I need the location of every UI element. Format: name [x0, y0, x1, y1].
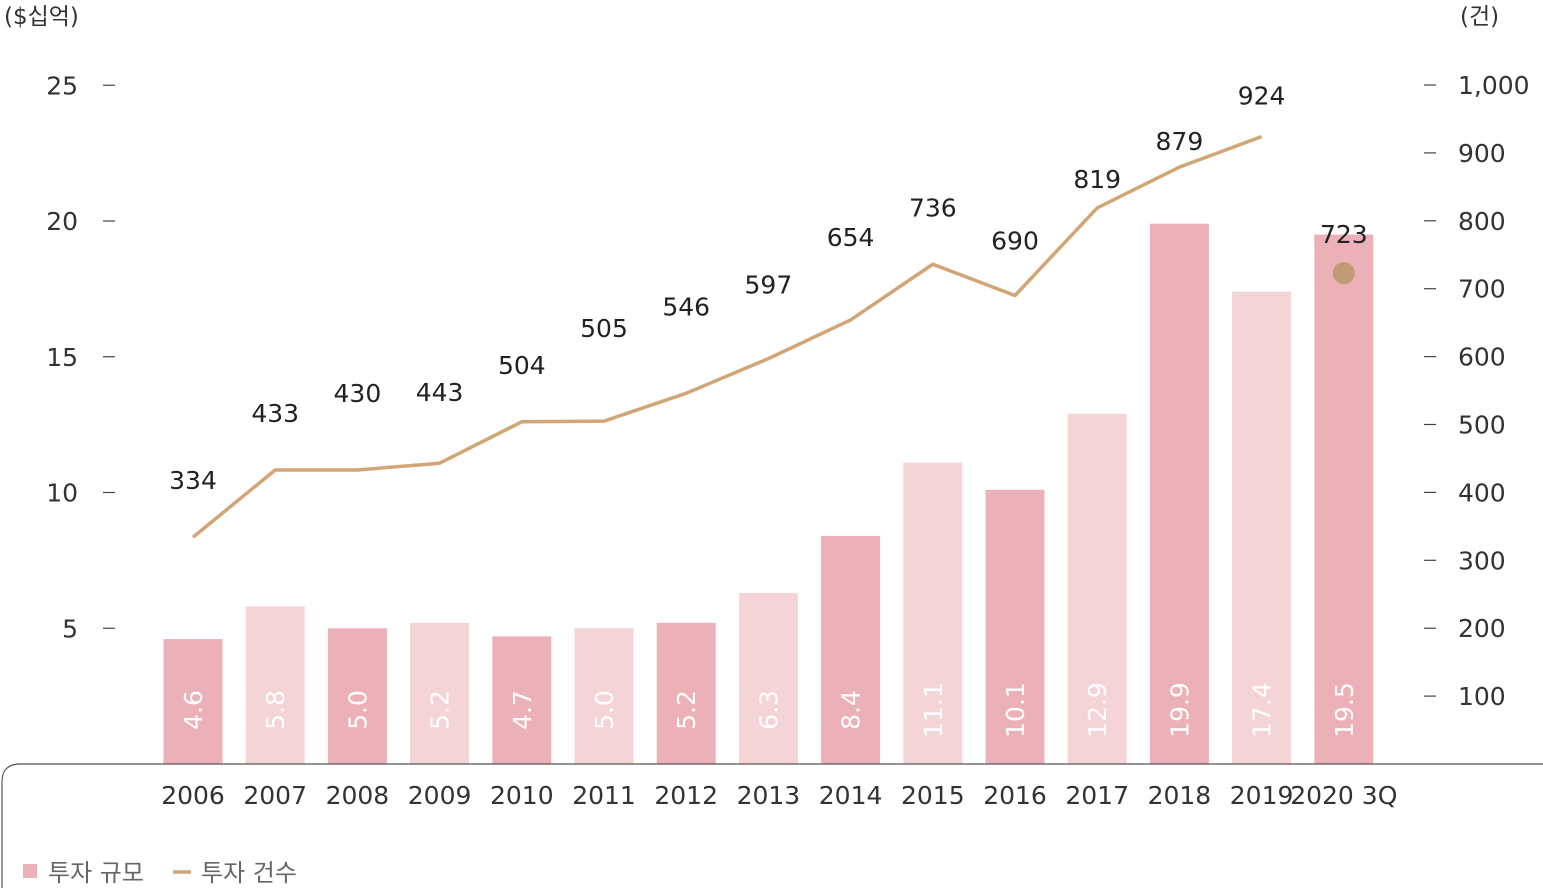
x-tick-label: 2018	[1148, 781, 1212, 810]
legend: 투자 규모 투자 건수	[23, 859, 297, 887]
bar-value-label: 5.0	[343, 690, 372, 730]
bar	[574, 628, 634, 764]
y-right-tick-label: 300	[1458, 546, 1506, 575]
bar-value-label: 5.8	[261, 690, 290, 730]
bar	[821, 535, 881, 764]
y-left-tick-label: 10	[46, 479, 78, 508]
line-value-label: 597	[745, 271, 793, 300]
bar-value-label: 12.9	[1083, 682, 1112, 738]
line-value-label: 430	[334, 379, 382, 408]
line-value-label: 433	[251, 399, 299, 428]
bar-value-label: 19.9	[1165, 682, 1194, 738]
y-right-tick-label: 1,000	[1458, 71, 1530, 100]
bar	[492, 636, 552, 764]
x-tick-label: 2011	[572, 781, 636, 810]
series-line	[191, 134, 1263, 539]
bar-value-label: 4.7	[508, 690, 537, 730]
legend-label-bar: 투자 규모	[48, 859, 144, 887]
legend-bar-swatch	[23, 864, 37, 878]
bar	[1067, 413, 1127, 764]
x-axis: 2006 2007 2008 2009 2010 2011 2012 2013 2014 2015…	[161, 781, 1397, 810]
y-left-tick-label: 15	[46, 343, 78, 372]
bars: 4.6 5.8 5.0 5.2 4.7 5.0 5.2 6.3 8.4 11.1 10.1 12.9 1…	[163, 223, 1374, 765]
bar	[1314, 234, 1374, 764]
bar-value-label: 6.3	[754, 690, 783, 730]
bar	[985, 489, 1045, 764]
x-tick-label: 2012	[654, 781, 718, 810]
y-right-tick-label: 700	[1458, 275, 1506, 304]
x-tick-label: 2015	[901, 781, 965, 810]
x-tick-label: 2014	[819, 781, 883, 810]
bar	[1149, 223, 1209, 765]
x-tick-label: 2020 3Q	[1290, 781, 1397, 810]
bar	[245, 606, 305, 764]
y-right-axis: 100 200 300 400 500 600 700 800 900 1,000	[1424, 71, 1530, 711]
line-value-label: 546	[662, 292, 710, 321]
series-point-dot	[1332, 262, 1355, 285]
bar-value-label: 5.2	[426, 690, 455, 730]
bar-value-label: 10.1	[1001, 682, 1030, 738]
x-tick-label: 2017	[1065, 781, 1129, 810]
bar	[738, 592, 798, 764]
line-value-label: 723	[1320, 220, 1368, 249]
bar	[1232, 291, 1292, 764]
bar-value-label: 17.4	[1248, 682, 1277, 738]
line-value-label: 924	[1238, 82, 1286, 111]
chart-frame	[1, 763, 1543, 888]
y-right-tick-label: 200	[1458, 614, 1506, 643]
legend-label-line: 투자 건수	[201, 859, 297, 887]
y-right-tick-label: 400	[1458, 478, 1506, 507]
line-value-label: 819	[1073, 165, 1121, 194]
y-left-axis: 5 10 15 20 25	[46, 71, 115, 643]
y-right-tick-label: 900	[1458, 139, 1506, 168]
y-right-tick-label: 500	[1458, 411, 1506, 440]
bar-value-label: 8.4	[837, 690, 866, 730]
bar	[410, 622, 470, 764]
y-left-unit: ($십억)	[4, 4, 79, 30]
x-tick-label: 2007	[243, 781, 307, 810]
x-tick-label: 2006	[161, 781, 225, 810]
bar-value-label: 4.6	[179, 690, 208, 730]
x-tick-label: 2008	[326, 781, 390, 810]
x-tick-label: 2019	[1230, 781, 1294, 810]
line-series: 334 433 430 443 504 505 546 597 654 736 690 819 879 9…	[169, 82, 1368, 539]
y-right-tick-label: 600	[1458, 343, 1506, 372]
line-value-label: 654	[827, 223, 875, 252]
x-tick-label: 2009	[408, 781, 472, 810]
y-left-tick-label: 5	[62, 614, 78, 643]
bar-value-label: 5.2	[672, 690, 701, 730]
y-left-tick-label: 20	[46, 207, 78, 236]
x-tick-label: 2013	[737, 781, 801, 810]
y-left-tick-label: 25	[46, 71, 78, 100]
line-value-label: 690	[991, 226, 1039, 255]
line-value-label: 879	[1156, 127, 1204, 156]
bar	[327, 628, 387, 764]
bar	[903, 462, 963, 764]
bar	[163, 639, 223, 764]
line-value-label: 504	[498, 351, 546, 380]
bar-value-label: 11.1	[919, 682, 948, 738]
bar	[656, 622, 716, 764]
line-value-label: 505	[580, 314, 628, 343]
line-value-label: 736	[909, 193, 957, 222]
bar-value-label: 19.5	[1330, 682, 1359, 738]
y-right-unit: (건)	[1460, 4, 1499, 30]
bar-value-label: 5.0	[590, 690, 619, 730]
x-tick-label: 2016	[983, 781, 1047, 810]
line-value-label: 334	[169, 466, 217, 495]
y-right-tick-label: 100	[1458, 682, 1506, 711]
x-tick-label: 2010	[490, 781, 554, 810]
line-value-label: 443	[416, 378, 464, 407]
y-right-tick-label: 800	[1458, 207, 1506, 236]
